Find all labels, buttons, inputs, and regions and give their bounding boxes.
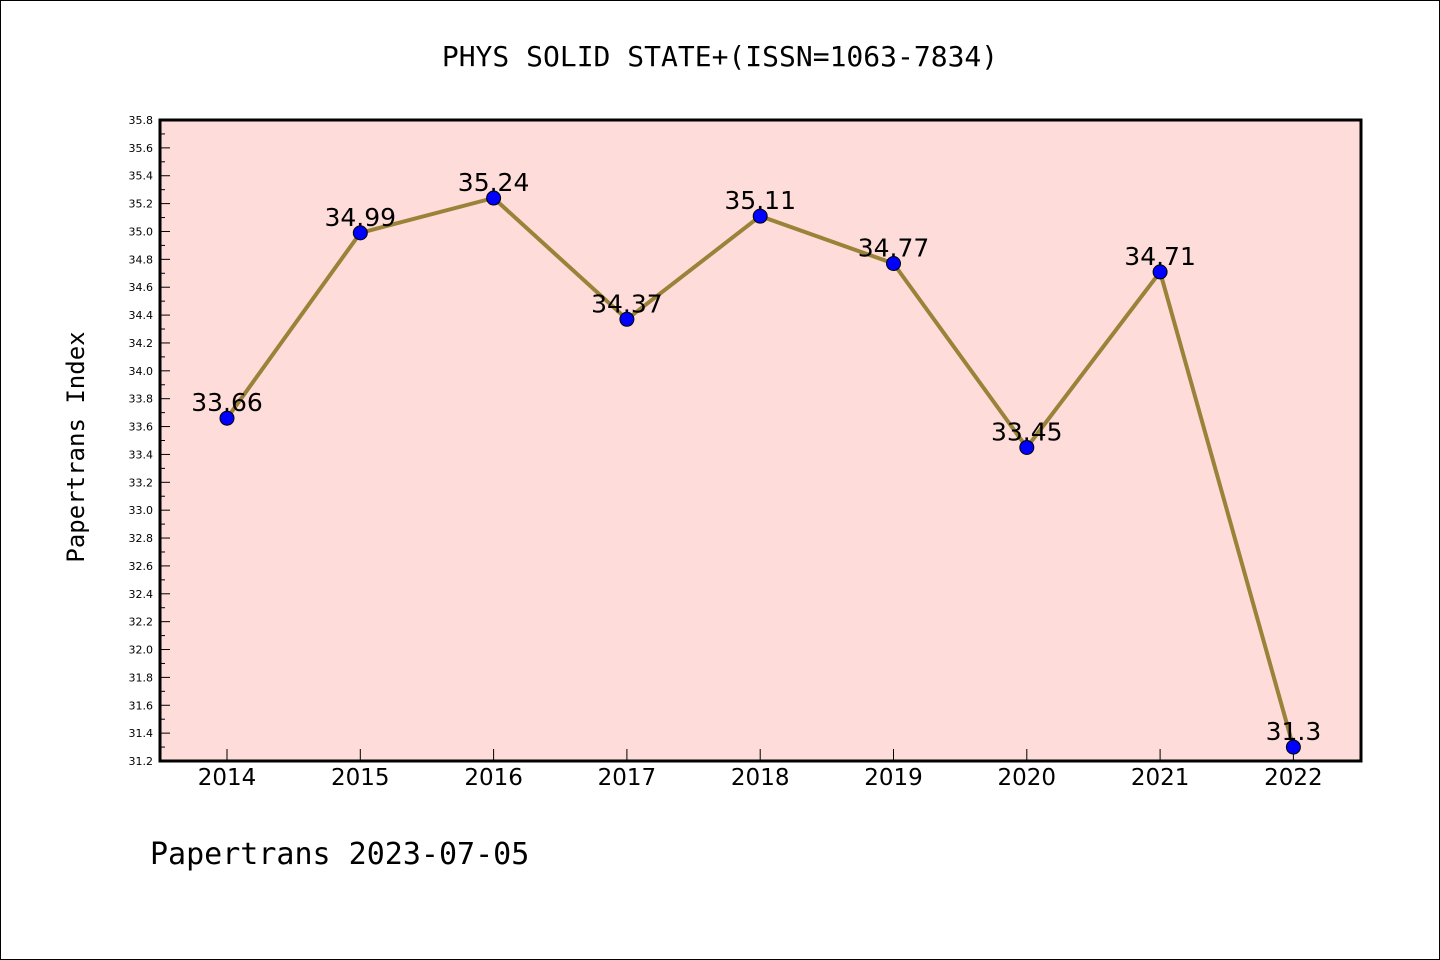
data-point <box>219 410 235 426</box>
data-label: 34.71 <box>1124 242 1196 271</box>
x-tick-label: 2021 <box>1131 765 1190 791</box>
data-label: 34.37 <box>591 289 663 318</box>
data-point <box>352 225 368 241</box>
data-point <box>886 256 901 272</box>
data-point <box>619 311 635 327</box>
x-tick-label: 2019 <box>864 765 923 791</box>
y-tick-labels: 31.2 31.4 31.6 31.8 32.0 32.2 32.4 32.6 32.8 33.0… <box>129 114 154 768</box>
plot-border <box>158 118 1363 763</box>
y-tick-label: 33.4 <box>129 448 154 461</box>
y-tick-label: 32.4 <box>129 588 154 601</box>
y-tick-label: 33.6 <box>129 421 154 434</box>
series-points-group <box>219 190 1301 755</box>
footer-date: Papertrans 2023-07-05 <box>150 837 529 872</box>
x-tick-label: 2020 <box>998 765 1057 791</box>
y-tick-label: 33.0 <box>129 504 154 517</box>
data-label: 33.45 <box>991 417 1063 446</box>
x-tick-label: 2015 <box>331 765 390 791</box>
y-tick-label: 35.8 <box>129 114 154 127</box>
data-point <box>1019 439 1035 455</box>
y-tick-label: 31.6 <box>129 699 154 712</box>
y-tick-label: 32.8 <box>129 532 154 545</box>
chart-title: PHYS SOLID STATE+(ISSN=1063-7834) <box>442 40 998 73</box>
x-tick-label: 2022 <box>1264 765 1323 791</box>
data-label: 35.24 <box>458 168 530 197</box>
y-tick-label: 31.2 <box>129 755 154 768</box>
x-tick-label: 2017 <box>598 765 657 791</box>
x-tick-label: 2018 <box>731 765 790 791</box>
x-tick-label: 2014 <box>198 765 257 791</box>
data-labels-group: 33.66 34.99 35.24 34.37 35.11 34.77 33.45 34.71… <box>191 168 1321 746</box>
y-tick-label: 31.4 <box>129 727 154 740</box>
data-point <box>1285 739 1301 755</box>
y-axis-label: Papertrans Index <box>62 331 90 562</box>
y-tick-label: 32.2 <box>129 616 154 629</box>
data-label: 33.66 <box>191 388 263 417</box>
y-tick-label: 34.0 <box>129 365 154 378</box>
y-tick-label: 34.8 <box>129 253 154 266</box>
data-point <box>752 208 768 224</box>
y-tick-label: 33.2 <box>129 476 154 489</box>
y-tick-label: 34.2 <box>129 337 154 350</box>
y-tick-label: 32.0 <box>129 644 154 657</box>
y-tick-label: 35.0 <box>129 225 154 238</box>
y-tick-label: 33.8 <box>129 393 154 406</box>
y-tick-label: 34.6 <box>129 281 154 294</box>
data-label: 31.3 <box>1266 717 1322 746</box>
y-tick-label: 32.6 <box>129 560 154 573</box>
data-label: 35.11 <box>724 186 796 215</box>
x-tick-labels: 2014 2015 2016 2017 2018 2019 2020 2021 2022 <box>198 765 1323 791</box>
y-tick-label: 34.4 <box>129 309 154 322</box>
x-tick-label: 2016 <box>464 765 523 791</box>
data-label: 34.99 <box>325 203 397 232</box>
y-tick-label: 35.2 <box>129 198 154 211</box>
y-tick-label: 35.6 <box>129 142 154 155</box>
y-tick-label: 31.8 <box>129 671 154 684</box>
y-tick-label: 35.4 <box>129 170 154 183</box>
data-label: 34.77 <box>858 234 930 263</box>
data-point <box>1152 264 1168 280</box>
data-point <box>486 190 502 206</box>
